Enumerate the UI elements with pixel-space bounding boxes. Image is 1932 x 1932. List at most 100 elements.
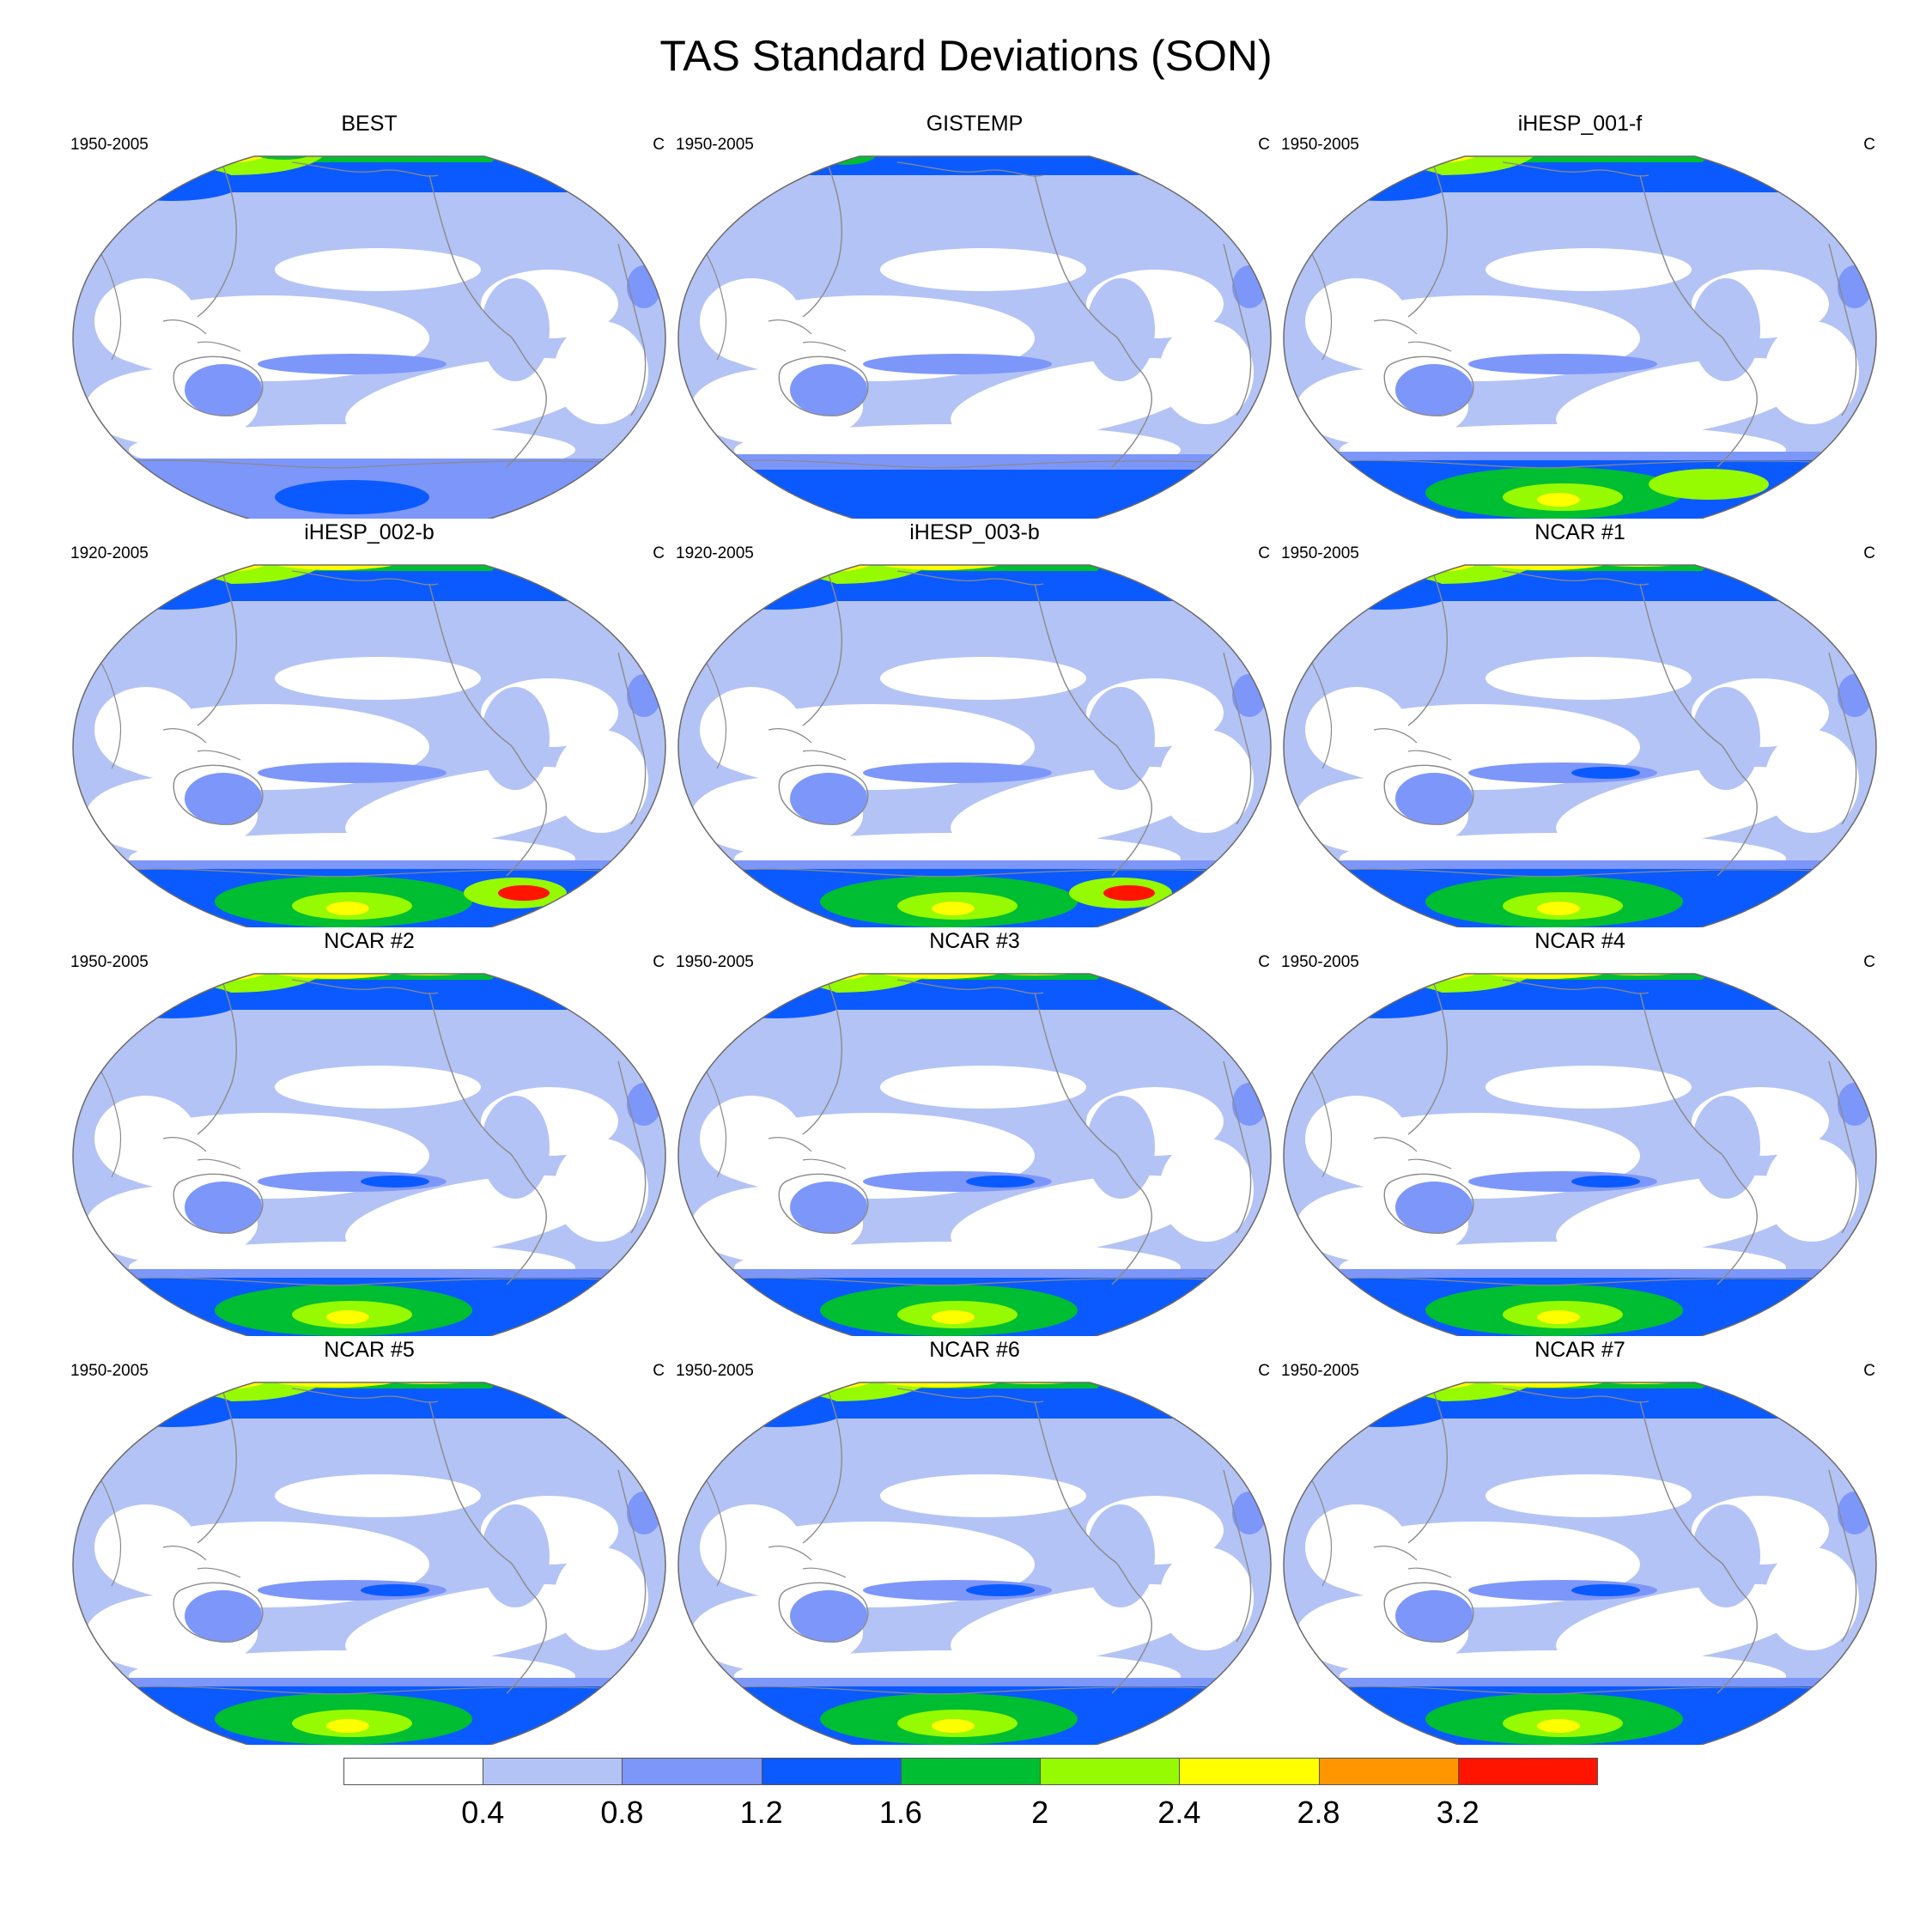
std-dev-field	[1284, 565, 1876, 927]
map-panel: NCAR #2 1950-2005 C	[69, 929, 670, 1336]
panel-unit: C	[1258, 1362, 1270, 1380]
robinson-map	[72, 155, 666, 519]
map-frame	[677, 1382, 1272, 1745]
map-panel: GISTEMP 1950-2005 C	[674, 112, 1275, 519]
std-dev-field	[678, 974, 1271, 1336]
panel-title: iHESP_001-f	[1517, 112, 1643, 136]
map-panel: NCAR #3 1950-2005 C	[674, 929, 1275, 1336]
map-frame	[677, 155, 1272, 519]
map-panel: NCAR #6 1950-2005 C	[674, 1338, 1275, 1745]
panel-unit: C	[653, 953, 665, 971]
robinson-map	[677, 564, 1272, 927]
colorbar-tick-label: 2.8	[1297, 1795, 1340, 1830]
std-dev-field	[678, 156, 1271, 519]
robinson-map	[1283, 564, 1877, 927]
std-dev-field	[73, 974, 665, 1336]
panel-period: 1950-2005	[1281, 1362, 1359, 1380]
panel-title: GISTEMP	[926, 112, 1024, 136]
panel-unit: C	[653, 1362, 665, 1380]
map-frame	[72, 564, 666, 927]
panel-title: NCAR #2	[324, 929, 415, 953]
panel-unit: C	[1863, 1362, 1875, 1380]
panel-period: 1920-2005	[70, 544, 149, 562]
colorbar-swatch	[761, 1758, 902, 1785]
std-dev-field	[1284, 156, 1876, 519]
colorbar-tick-label: 2	[1031, 1795, 1049, 1830]
colorbar-swatch	[1179, 1758, 1320, 1785]
map-panel: NCAR #4 1950-2005 C	[1279, 929, 1880, 1336]
colorbar-swatch	[343, 1758, 484, 1785]
colorbar-tick-label: 0.8	[600, 1795, 644, 1830]
panel-unit: C	[1863, 953, 1875, 971]
map-panel: iHESP_001-f 1950-2005 C	[1279, 112, 1880, 519]
std-dev-field	[1284, 974, 1876, 1336]
panel-period: 1950-2005	[676, 953, 754, 971]
colorbar-tick-label: 1.6	[878, 1795, 922, 1830]
panel-title: NCAR #3	[929, 929, 1020, 953]
panel-title: iHESP_002-b	[304, 520, 434, 544]
robinson-map	[72, 973, 666, 1336]
robinson-map	[677, 1382, 1272, 1745]
map-frame	[1283, 1382, 1877, 1745]
std-dev-field	[73, 1382, 665, 1745]
colorbar-swatch	[483, 1758, 623, 1785]
map-frame	[72, 1382, 666, 1745]
robinson-map	[1283, 155, 1877, 519]
panel-unit: C	[1863, 136, 1875, 154]
panel-title: BEST	[341, 112, 398, 136]
panel-period: 1950-2005	[70, 953, 149, 971]
map-frame	[677, 973, 1272, 1336]
robinson-map	[677, 973, 1272, 1336]
panel-period: 1920-2005	[676, 544, 754, 562]
panel-period: 1950-2005	[676, 136, 754, 154]
std-dev-field	[678, 565, 1271, 927]
panel-period: 1950-2005	[1281, 136, 1359, 154]
colorbar-tick-label: 1.2	[739, 1795, 783, 1830]
panel-title: NCAR #5	[324, 1338, 415, 1362]
std-dev-field	[1284, 1382, 1876, 1745]
map-frame	[72, 973, 666, 1336]
panel-period: 1950-2005	[1281, 953, 1359, 971]
panel-period: 1950-2005	[1281, 544, 1359, 562]
page-title: TAS Standard Deviations (SON)	[659, 32, 1273, 80]
colorbar-swatch	[900, 1758, 1042, 1785]
map-panel: BEST 1950-2005 C	[69, 112, 670, 519]
std-dev-field	[73, 156, 665, 519]
map-panel: iHESP_003-b 1920-2005 C	[674, 520, 1275, 927]
colorbar-swatch	[1318, 1758, 1459, 1785]
map-panel: NCAR #7 1950-2005 C	[1279, 1338, 1880, 1745]
panel-period: 1950-2005	[676, 1362, 754, 1380]
panel-title: NCAR #7	[1534, 1338, 1625, 1362]
panel-title: NCAR #1	[1534, 520, 1625, 544]
map-frame	[1283, 973, 1877, 1336]
map-frame	[677, 564, 1272, 927]
panel-unit: C	[1863, 544, 1875, 562]
colorbar-tick-label: 3.2	[1436, 1795, 1479, 1830]
panel-title: NCAR #6	[929, 1338, 1020, 1362]
panel-unit: C	[1258, 544, 1270, 562]
map-frame	[1283, 564, 1877, 927]
colorbar-swatch	[1457, 1758, 1598, 1785]
map-panel: NCAR #5 1950-2005 C	[69, 1338, 670, 1745]
std-dev-field	[678, 1382, 1271, 1745]
panel-unit: C	[1258, 136, 1270, 154]
panel-unit: C	[1258, 953, 1270, 971]
colorbar-tick-label: 2.4	[1157, 1795, 1201, 1830]
map-panel: iHESP_002-b 1920-2005 C	[69, 520, 670, 927]
map-panel: NCAR #1 1950-2005 C	[1279, 520, 1880, 927]
colorbar-swatch	[1040, 1758, 1181, 1785]
robinson-map	[1283, 973, 1877, 1336]
std-dev-field	[73, 565, 665, 927]
panel-unit: C	[653, 136, 665, 154]
panel-title: NCAR #4	[1534, 929, 1625, 953]
panel-period: 1950-2005	[70, 136, 149, 154]
panel-period: 1950-2005	[70, 1362, 149, 1380]
colorbar	[343, 1758, 1598, 1787]
map-frame	[1283, 155, 1877, 519]
robinson-map	[72, 1382, 666, 1745]
colorbar-tick-label: 0.4	[461, 1795, 505, 1830]
map-frame	[72, 155, 666, 519]
colorbar-swatch	[622, 1758, 762, 1785]
robinson-map	[677, 155, 1272, 519]
robinson-map	[1283, 1382, 1877, 1745]
